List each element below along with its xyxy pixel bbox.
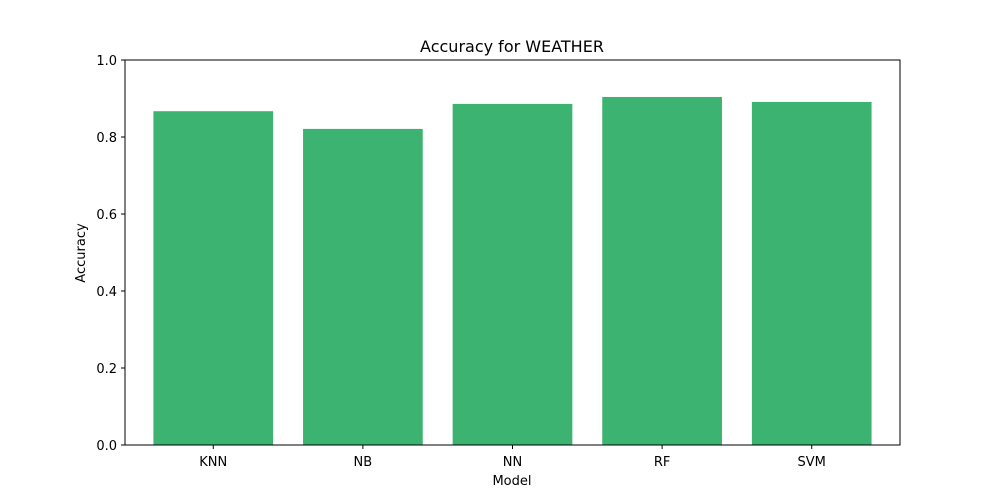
y-axis-label: Accuracy	[74, 223, 89, 283]
bar-svm	[751, 101, 872, 445]
y-tick-label-3: 0.6	[96, 208, 117, 223]
y-tick-label-4: 0.8	[96, 131, 117, 146]
x-tick-label-knn: KNN	[199, 455, 227, 470]
y-tick-label-1: 0.2	[96, 362, 117, 377]
bar-nb	[303, 128, 423, 446]
y-tick-label-0: 0.0	[96, 439, 117, 454]
bar-rf	[602, 96, 722, 446]
bar-nn	[452, 103, 573, 445]
y-tick-label-2: 0.4	[96, 285, 117, 300]
chart-title: Accuracy for WEATHER	[420, 37, 604, 56]
x-tick-label-nn: NN	[503, 455, 522, 470]
x-tick-label-svm: SVM	[798, 455, 826, 470]
x-axis-label: Model	[492, 474, 531, 489]
x-tick-label-nb: NB	[354, 455, 373, 470]
x-tick-label-rf: RF	[654, 455, 671, 470]
axes-layer: KNN NB NN RF SVM 0.0 0.2 0.4 0.6 0.8 1.0	[96, 54, 901, 470]
y-tick-label-5: 1.0	[96, 54, 117, 69]
bar-knn	[153, 111, 274, 445]
bars-layer	[153, 96, 872, 446]
